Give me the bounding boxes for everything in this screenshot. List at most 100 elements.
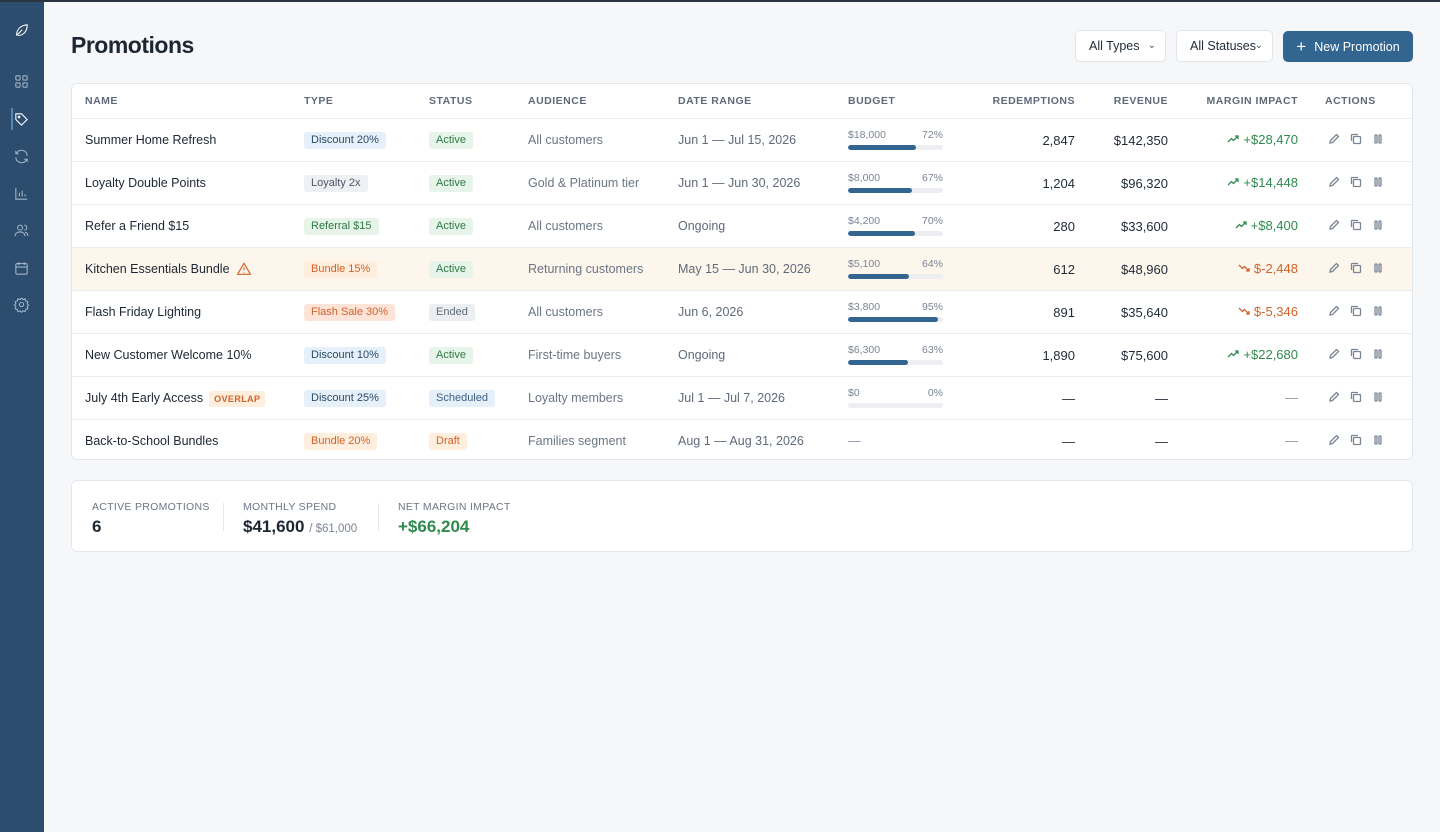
- budget-progress-bar: [848, 317, 943, 322]
- divider: [378, 503, 379, 531]
- promotion-name[interactable]: Flash Friday Lighting: [85, 305, 201, 319]
- promotion-name[interactable]: Kitchen Essentials Bundle: [85, 262, 252, 276]
- header-redemptions[interactable]: REDEMPTIONS: [992, 95, 1075, 107]
- users-icon[interactable]: [11, 220, 31, 240]
- duplicate-icon[interactable]: [1350, 262, 1364, 276]
- duplicate-icon[interactable]: [1350, 176, 1364, 190]
- budget-progress-fill: [848, 317, 939, 322]
- pause-icon[interactable]: [1372, 219, 1386, 233]
- type-badge: Bundle 15%: [304, 261, 378, 278]
- margin-impact: —: [1158, 390, 1298, 405]
- margin-impact: $-5,346: [1158, 304, 1298, 319]
- margin-impact-value: +$22,680: [1243, 347, 1298, 362]
- duplicate-icon[interactable]: [1350, 305, 1364, 319]
- trend-up-icon: [1227, 350, 1240, 358]
- edit-pencil-icon[interactable]: [1328, 176, 1342, 190]
- type-badge: Bundle 20%: [304, 433, 378, 450]
- budget-amount: $5,100: [848, 258, 881, 270]
- table-row[interactable]: Summer Home Refresh Discount 20% Active All…: [72, 118, 1412, 161]
- promotion-name-text: Flash Friday Lighting: [85, 305, 202, 319]
- audience: Families segment: [528, 434, 626, 448]
- type-filter-select[interactable]: All Types ⌄: [1075, 30, 1166, 62]
- plus-icon: +: [1296, 37, 1307, 56]
- promotion-name[interactable]: Refer a Friend $15: [85, 219, 189, 233]
- pause-icon[interactable]: [1372, 176, 1386, 190]
- new-promotion-button[interactable]: + New Promotion: [1283, 31, 1413, 62]
- status-filter-value: All Statuses: [1190, 39, 1257, 53]
- date-range: May 15 — Jun 30, 2026: [678, 262, 811, 276]
- pause-icon[interactable]: [1372, 133, 1386, 147]
- header-date-range[interactable]: DATE RANGE: [678, 95, 752, 107]
- table-row[interactable]: Flash Friday Lighting Flash Sale 30% Ended…: [72, 290, 1412, 333]
- margin-impact-value: —: [1285, 390, 1298, 405]
- pause-icon[interactable]: [1372, 305, 1386, 319]
- duplicate-icon[interactable]: [1350, 219, 1364, 233]
- status-filter-select[interactable]: All Statuses ⌄: [1176, 30, 1273, 62]
- dashboard-grid-icon[interactable]: [11, 71, 31, 91]
- pause-icon[interactable]: [1372, 391, 1386, 405]
- header-margin-impact[interactable]: MARGIN IMPACT: [1206, 95, 1298, 107]
- type-filter-value: All Types: [1089, 39, 1140, 53]
- revenue: $142,350: [1113, 133, 1168, 148]
- table-row[interactable]: Loyalty Double Points Loyalty 2x Active Gol…: [72, 161, 1412, 204]
- edit-pencil-icon[interactable]: [1328, 434, 1342, 448]
- edit-pencil-icon[interactable]: [1328, 262, 1342, 276]
- edit-pencil-icon[interactable]: [1328, 219, 1342, 233]
- header-name[interactable]: NAME: [85, 95, 118, 107]
- table-row[interactable]: Kitchen Essentials Bundle Bundle 15% Acti…: [72, 247, 1412, 290]
- budget-percent: 67%: [921, 172, 943, 184]
- monthly-spend-label: MONTHLY SPEND: [243, 501, 337, 513]
- header-status[interactable]: STATUS: [429, 95, 473, 107]
- promotion-name[interactable]: Summer Home Refresh: [85, 133, 216, 147]
- duplicate-icon[interactable]: [1350, 133, 1364, 147]
- edit-pencil-icon[interactable]: [1328, 391, 1342, 405]
- pause-icon[interactable]: [1372, 434, 1386, 448]
- duplicate-icon[interactable]: [1350, 434, 1364, 448]
- revenue: $75,600: [1121, 348, 1168, 363]
- header-actions: ACTIONS: [1325, 95, 1376, 107]
- table-row[interactable]: Back-to-School Bundles Bundle 20% Draft Fam…: [72, 419, 1412, 459]
- margin-impact-value: +$28,470: [1243, 132, 1298, 147]
- status-badge: Ended: [429, 304, 475, 321]
- calendar-icon[interactable]: [11, 258, 31, 278]
- gear-icon[interactable]: [11, 294, 31, 314]
- revenue: —: [1155, 391, 1168, 406]
- pause-icon[interactable]: [1372, 262, 1386, 276]
- status-badge: Active: [429, 132, 473, 149]
- trend-up-icon: [1227, 178, 1240, 186]
- revenue: $35,640: [1121, 305, 1168, 320]
- redemptions: 2,847: [1042, 133, 1075, 148]
- header-revenue[interactable]: REVENUE: [1113, 95, 1168, 107]
- pause-icon[interactable]: [1372, 348, 1386, 362]
- audience: All customers: [528, 219, 604, 233]
- tag-icon[interactable]: [11, 109, 31, 129]
- refresh-icon[interactable]: [11, 146, 31, 166]
- header-type[interactable]: TYPE: [304, 95, 334, 107]
- status-badge: Draft: [429, 433, 467, 450]
- table-row[interactable]: July 4th Early Access OVERLAP Discount 25%…: [72, 376, 1412, 419]
- promotion-name[interactable]: Loyalty Double Points: [85, 176, 206, 190]
- promotion-name[interactable]: New Customer Welcome 10%: [85, 348, 252, 362]
- duplicate-icon[interactable]: [1350, 348, 1364, 362]
- date-range: Jun 1 — Jul 15, 2026: [678, 133, 797, 147]
- redemptions: —: [1062, 391, 1075, 406]
- edit-pencil-icon[interactable]: [1328, 133, 1342, 147]
- promotion-name[interactable]: July 4th Early Access OVERLAP: [85, 391, 266, 407]
- sidebar: [0, 2, 44, 832]
- margin-impact-value: +$8,400: [1250, 218, 1298, 233]
- promotion-name[interactable]: Back-to-School Bundles: [85, 434, 218, 448]
- leaf-logo-icon[interactable]: [11, 20, 31, 40]
- net-margin-value: +$66,204: [398, 517, 470, 536]
- table-row[interactable]: Refer a Friend $15 Referral $15 Active All …: [72, 204, 1412, 247]
- duplicate-icon[interactable]: [1350, 391, 1364, 405]
- redemptions: 280: [1053, 219, 1075, 234]
- table-row[interactable]: New Customer Welcome 10% Discount 10% Acti…: [72, 333, 1412, 376]
- margin-impact: +$14,448: [1158, 175, 1298, 190]
- bar-chart-icon[interactable]: [11, 183, 31, 203]
- edit-pencil-icon[interactable]: [1328, 348, 1342, 362]
- promotion-name-text: New Customer Welcome 10%: [85, 348, 252, 362]
- header-budget[interactable]: BUDGET: [848, 95, 896, 107]
- header-audience[interactable]: AUDIENCE: [528, 95, 587, 107]
- edit-pencil-icon[interactable]: [1328, 305, 1342, 319]
- date-range: Jul 1 — Jul 7, 2026: [678, 391, 786, 405]
